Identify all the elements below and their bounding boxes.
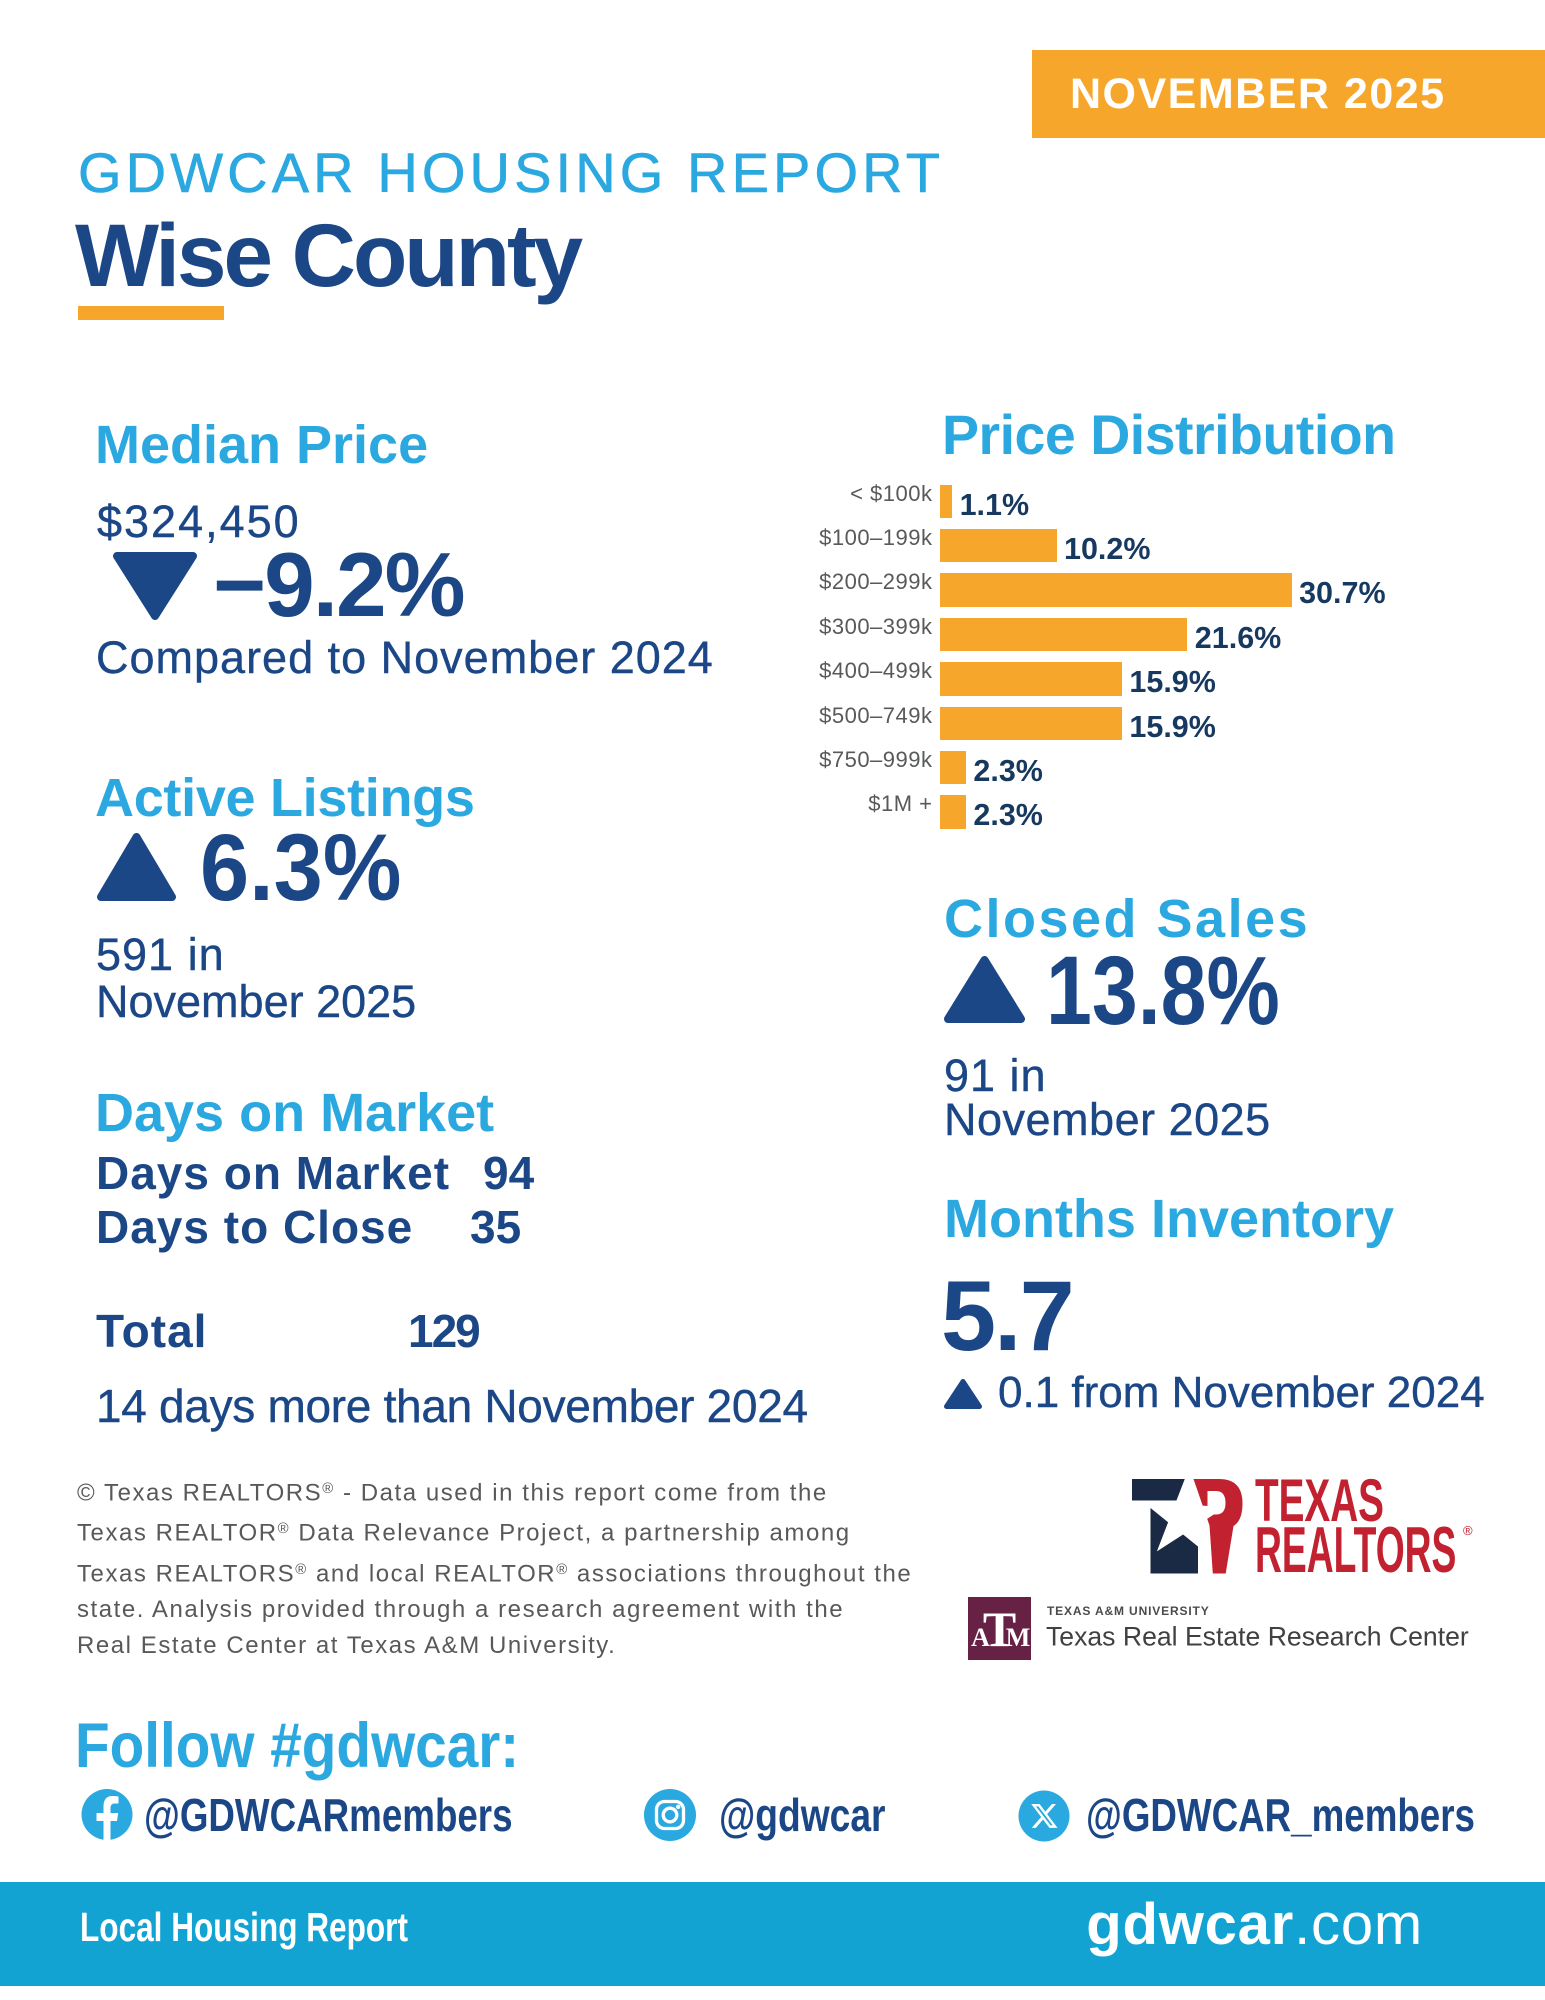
svg-text:TEXAS: TEXAS [1255,1478,1384,1534]
svg-text:TEXAS A&M UNIVERSITY: TEXAS A&M UNIVERSITY [1047,1604,1210,1618]
svg-text:A: A [971,1623,990,1652]
svg-text:®: ® [1463,1523,1473,1538]
svg-text:REALTORS: REALTORS [1255,1514,1456,1575]
svg-text:T: T [983,1601,1016,1657]
svg-text:M: M [1006,1623,1031,1652]
svg-text:Texas Real Estate Research Cen: Texas Real Estate Research Center [1046,1622,1469,1652]
